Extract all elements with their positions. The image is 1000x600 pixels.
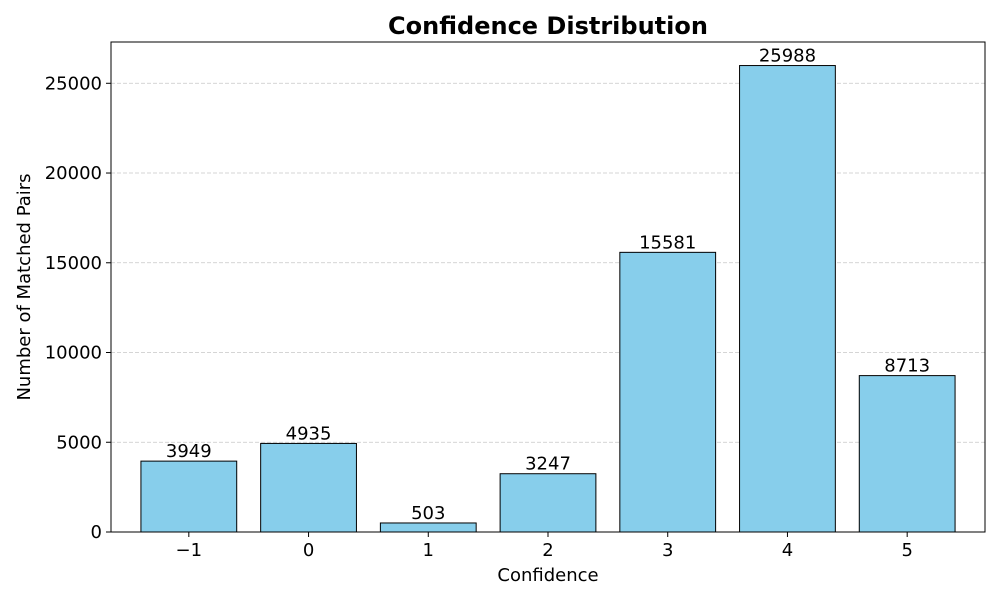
y-tick-label: 25000	[45, 73, 102, 94]
chart-title: Confidence Distribution	[388, 12, 708, 40]
data-labels: 3949 4935 503 3247 15581 25988 8713	[166, 46, 930, 524]
x-tick-label: 0	[303, 540, 314, 561]
bar-value-label: 25988	[759, 46, 816, 67]
y-tick-label: 5000	[56, 432, 102, 453]
x-tick-label: 3	[662, 540, 673, 561]
bar-value-label: 15581	[639, 232, 696, 253]
bar	[858, 375, 956, 533]
bar-value-label: 3949	[166, 441, 212, 462]
x-tick-label: 4	[782, 540, 793, 561]
x-tick-label: 1	[423, 540, 434, 561]
x-tick-label: 2	[542, 540, 553, 561]
y-tick-label: 15000	[45, 253, 102, 274]
y-tick-label: 10000	[45, 343, 102, 364]
x-tick-label: −1	[176, 540, 203, 561]
y-tick-label: 0	[91, 522, 102, 543]
bar-value-label: 8713	[884, 356, 930, 377]
bar	[619, 251, 717, 533]
bar	[379, 522, 477, 533]
x-axis-ticks: −1 0 1 2 3 4 5	[176, 532, 913, 561]
y-axis-label: Number of Matched Pairs	[14, 173, 35, 400]
bar-value-label: 503	[411, 503, 445, 524]
bar	[140, 460, 238, 533]
bar-value-label: 3247	[525, 454, 571, 475]
bar	[260, 442, 357, 533]
y-tick-label: 20000	[45, 163, 102, 184]
x-tick-label: 5	[901, 540, 912, 561]
bar	[499, 473, 597, 533]
y-gridlines	[111, 82, 985, 443]
y-axis-ticks: 0 5000 10000 15000 20000 25000	[45, 73, 111, 543]
bar	[739, 65, 836, 533]
bar-value-label: 4935	[286, 423, 332, 444]
x-axis-label: Confidence	[497, 565, 598, 586]
bars	[140, 65, 956, 533]
